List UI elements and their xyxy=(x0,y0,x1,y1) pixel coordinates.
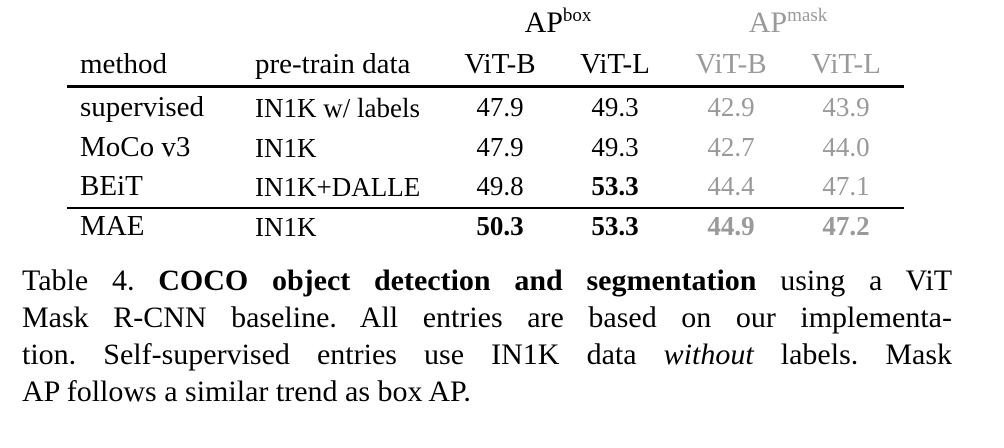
row-pretrain-data: IN1K xyxy=(255,212,317,242)
row-box-vit-b: 47.9 xyxy=(476,92,524,122)
col-header-mask-vit-l: ViT-L xyxy=(811,48,881,80)
row-method: MoCo v3 xyxy=(80,131,191,163)
row-mask-vit-b: 44.9 xyxy=(707,211,755,241)
mae-separator-rule xyxy=(67,207,904,209)
row-pretrain-data: IN1K xyxy=(255,133,317,163)
row-mask-vit-l: 47.2 xyxy=(822,211,870,241)
caption-label: Table 4. xyxy=(22,264,135,297)
col-header-box-vit-l: ViT-L xyxy=(580,48,650,80)
col-header-pretrain-data: pre-train data xyxy=(255,48,411,80)
row-mask-vit-b: 42.9 xyxy=(707,92,755,122)
row-mask-vit-l: 44.0 xyxy=(822,132,870,162)
col-header-mask-vit-b: ViT-B xyxy=(695,48,767,80)
caption-line: AP follows a similar trend as box AP. xyxy=(22,375,471,408)
caption-line: tion. Self-supervised entries use IN1K d… xyxy=(22,338,953,371)
caption-emphasis: without xyxy=(663,338,754,371)
row-mask-vit-b: 44.4 xyxy=(707,171,755,201)
row-box-vit-l: 53.3 xyxy=(591,171,639,201)
row-mask-vit-b: 42.7 xyxy=(707,132,755,162)
row-box-vit-b: 50.3 xyxy=(476,211,524,241)
row-mask-vit-l: 43.9 xyxy=(822,92,870,122)
row-box-vit-l: 49.3 xyxy=(591,132,639,162)
caption-title: COCO object detection and segmentation xyxy=(158,264,757,297)
header-rule xyxy=(67,85,904,88)
caption-line: Mask R-CNN baseline. All entries are bas… xyxy=(22,301,952,334)
row-method: supervised xyxy=(80,91,205,123)
row-box-vit-b: 49.8 xyxy=(476,171,524,201)
table-caption: Table 4. COCO object detection and segme… xyxy=(22,262,952,410)
row-method: MAE xyxy=(80,210,145,242)
row-method: BEiT xyxy=(80,170,143,202)
caption-line: Table 4. COCO object detection and segme… xyxy=(22,264,953,297)
ap-mask-header: APmask xyxy=(748,5,828,39)
row-pretrain-data: IN1K+DALLE xyxy=(255,172,421,202)
row-mask-vit-l: 47.1 xyxy=(822,171,870,201)
row-box-vit-l: 49.3 xyxy=(591,92,639,122)
row-pretrain-data: IN1K w/ labels xyxy=(255,93,420,123)
row-box-vit-b: 47.9 xyxy=(476,132,524,162)
col-header-box-vit-b: ViT-B xyxy=(464,48,536,80)
row-box-vit-l: 53.3 xyxy=(591,211,639,241)
col-header-method: method xyxy=(80,48,167,80)
ap-box-header: APbox xyxy=(524,5,592,39)
